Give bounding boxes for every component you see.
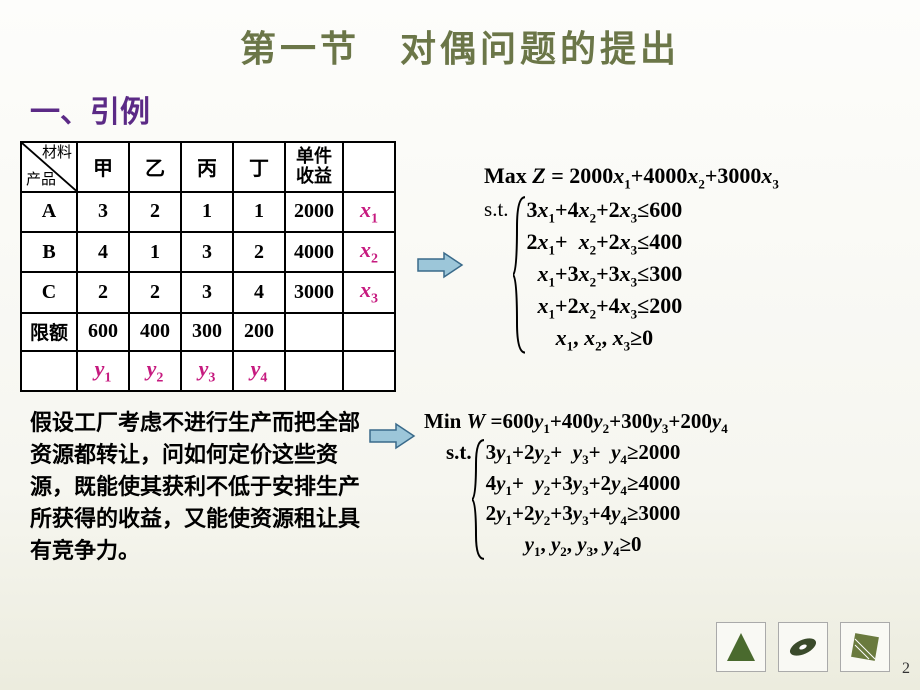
constraint: 2x1+ x2+2x3≤400 [527, 227, 683, 259]
constraint: x1+2x2+4x3≤200 [527, 291, 683, 323]
primal-constraints: 3x1+4x2+2x3≤600 2x1+ x2+2x3≤400 x1+3x2+3… [527, 195, 683, 355]
table-cell: 2 [129, 272, 181, 312]
left-brace-icon [472, 438, 486, 561]
table-cell: 1 [181, 192, 233, 232]
deco-icon [716, 622, 766, 672]
primal-objective: Max Z = 2000x1+4000x2+3000x3 [484, 161, 779, 193]
col-header: 乙 [129, 142, 181, 192]
constraint: 3x1+4x2+2x3≤600 [527, 195, 683, 227]
limit-cell: 200 [233, 313, 285, 351]
table-cell: 2 [77, 272, 129, 312]
st-label: s.t. [446, 438, 472, 561]
table-cell: 3 [181, 232, 233, 272]
constraint: x1+3x2+3x3≤300 [527, 259, 683, 291]
section-title: 一、引例 [30, 87, 920, 131]
table-cell: 2 [233, 232, 285, 272]
table-cell: 3000 [285, 272, 343, 312]
dual-constraints: 3y1+2y2+ y3+ y4≥2000 4y1+ y2+3y3+2y4≥400… [486, 438, 681, 561]
corner-top: 材料 [42, 145, 72, 162]
spare-cell [343, 142, 395, 192]
table-cell: 3 [77, 192, 129, 232]
limit-cell: 600 [77, 313, 129, 351]
empty-cell [343, 351, 395, 391]
left-brace-icon [513, 195, 527, 355]
col-header: 甲 [77, 142, 129, 192]
arrow-right-icon [368, 422, 416, 450]
xvar-cell: x1 [343, 192, 395, 232]
table-cell: 2000 [285, 192, 343, 232]
table-cell: 1 [233, 192, 285, 232]
corner-bottom: 产品 [26, 172, 56, 189]
row-name: B [21, 232, 77, 272]
table-cell: 4 [233, 272, 285, 312]
col-header: 丙 [181, 142, 233, 192]
table-corner: 材料 产品 [21, 142, 77, 192]
limit-label: 限额 [21, 313, 77, 351]
xvar-cell: x2 [343, 232, 395, 272]
table-cell: 4000 [285, 232, 343, 272]
arrow-right-icon [416, 251, 464, 279]
st-label: s.t. [484, 195, 509, 223]
yvar-cell: y2 [129, 351, 181, 391]
slide-title: 第一节 对偶问题的提出 [0, 0, 920, 72]
empty-cell [21, 351, 77, 391]
data-table: 材料 产品 甲 乙 丙 丁 单件收益 A 3 2 1 1 2000 x1 B 4… [20, 141, 396, 392]
deco-icon [840, 622, 890, 672]
empty-cell [285, 351, 343, 391]
upper-content-row: 材料 产品 甲 乙 丙 丁 单件收益 A 3 2 1 1 2000 x1 B 4… [20, 141, 920, 392]
yvar-cell: y1 [77, 351, 129, 391]
decorative-icons [716, 622, 890, 672]
page-number: 2 [902, 660, 910, 678]
arrow-to-primal [416, 251, 464, 279]
yvar-cell: y4 [233, 351, 285, 391]
dual-objective: Min W =600y1+400y2+300y3+200y4 [424, 407, 728, 438]
limit-cell: 400 [129, 313, 181, 351]
row-name: C [21, 272, 77, 312]
constraint: 3y1+2y2+ y3+ y4≥2000 [486, 438, 681, 469]
constraint: 2y1+2y2+3y3+4y4≥3000 [486, 499, 681, 530]
empty-cell [285, 313, 343, 351]
lower-content-row: 假设工厂考虑不进行生产而把全部资源都转让，问如何定价这些资源，既能使其获利不低于… [30, 407, 920, 566]
table-cell: 4 [77, 232, 129, 272]
table-cell: 1 [129, 232, 181, 272]
yvar-cell: y3 [181, 351, 233, 391]
deco-icon [778, 622, 828, 672]
explanation-paragraph: 假设工厂考虑不进行生产而把全部资源都转让，问如何定价这些资源，既能使其获利不低于… [30, 407, 360, 566]
dual-problem: Min W =600y1+400y2+300y3+200y4 s.t. 3y1+… [424, 407, 728, 561]
primal-problem: Max Z = 2000x1+4000x2+3000x3 s.t. 3x1+4x… [484, 161, 779, 355]
row-name: A [21, 192, 77, 232]
xvar-cell: x3 [343, 272, 395, 312]
table-cell: 3 [181, 272, 233, 312]
table-cell: 2 [129, 192, 181, 232]
constraint: y1, y2, y3, y4≥0 [486, 530, 681, 561]
constraint: x1, x2, x3≥0 [527, 323, 683, 355]
empty-cell [343, 313, 395, 351]
arrow-to-dual [368, 422, 416, 450]
constraint: 4y1+ y2+3y3+2y4≥4000 [486, 469, 681, 500]
col-header: 单件收益 [285, 142, 343, 192]
col-header: 丁 [233, 142, 285, 192]
limit-cell: 300 [181, 313, 233, 351]
